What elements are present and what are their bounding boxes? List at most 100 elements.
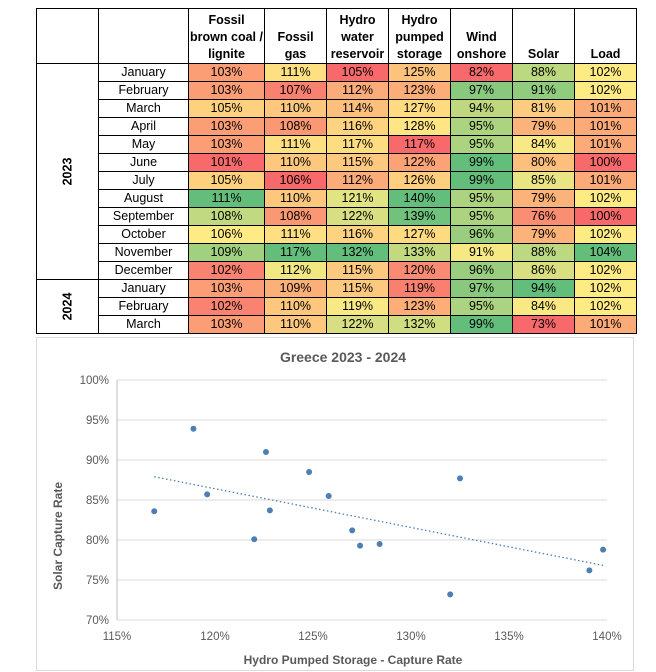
table-row: April 103% 108% 116% 128% 95% 79% 101% bbox=[37, 117, 637, 136]
month-cell: September bbox=[98, 207, 189, 226]
chart-title: Greece 2023 - 2024 bbox=[280, 349, 406, 365]
value-cell: 112% bbox=[326, 81, 389, 100]
value-cell: 102% bbox=[188, 261, 265, 280]
value-cell: 95% bbox=[450, 135, 513, 154]
value-cell: 110% bbox=[264, 315, 327, 334]
value-cell: 115% bbox=[326, 153, 389, 172]
data-point bbox=[457, 475, 463, 482]
value-cell: 79% bbox=[512, 225, 575, 244]
value-cell: 108% bbox=[264, 207, 327, 226]
value-cell: 126% bbox=[388, 171, 451, 190]
scatter-chart: Greece 2023 - 2024 Hydro Pumped Storage … bbox=[36, 337, 634, 671]
value-cell: 103% bbox=[188, 117, 265, 136]
table-row: September 108% 108% 122% 139% 95% 76% 100% bbox=[37, 207, 637, 226]
value-cell: 110% bbox=[264, 153, 327, 172]
value-cell: 103% bbox=[188, 315, 265, 334]
x-tick-label: 135% bbox=[494, 631, 523, 643]
header-cell bbox=[36, 8, 99, 64]
value-cell: 117% bbox=[388, 135, 451, 154]
data-point bbox=[266, 507, 273, 514]
value-cell: 102% bbox=[188, 297, 265, 316]
value-cell: 127% bbox=[388, 99, 451, 118]
value-cell: 132% bbox=[326, 243, 389, 262]
month-cell: August bbox=[98, 189, 189, 208]
value-cell: 122% bbox=[326, 315, 389, 334]
table-body: 2023 January 103% 111% 105% 125% 82% 88% 102% Feb… bbox=[36, 63, 637, 334]
value-cell: 107% bbox=[264, 81, 327, 100]
value-cell: 133% bbox=[388, 243, 451, 262]
value-cell: 88% bbox=[512, 243, 575, 262]
value-cell: 99% bbox=[450, 171, 513, 190]
data-point bbox=[586, 567, 593, 574]
trendline bbox=[154, 476, 604, 567]
value-cell: 117% bbox=[326, 135, 389, 154]
data-point bbox=[204, 491, 211, 498]
value-cell: 82% bbox=[450, 63, 513, 82]
value-cell: 102% bbox=[574, 81, 637, 100]
value-cell: 139% bbox=[388, 207, 451, 226]
header-cell: Fossil gas bbox=[264, 8, 327, 64]
month-cell: June bbox=[98, 153, 189, 172]
value-cell: 116% bbox=[326, 117, 389, 136]
y-axis-label: Solar Capture Rate bbox=[51, 482, 65, 590]
value-cell: 125% bbox=[388, 63, 451, 82]
value-cell: 91% bbox=[512, 81, 575, 100]
value-cell: 101% bbox=[574, 99, 637, 118]
value-cell: 84% bbox=[512, 297, 575, 316]
value-cell: 101% bbox=[574, 117, 637, 136]
value-cell: 108% bbox=[188, 207, 265, 226]
value-cell: 104% bbox=[574, 243, 637, 262]
value-cell: 132% bbox=[388, 315, 451, 334]
table-row: February 102% 110% 119% 123% 95% 84% 102% bbox=[37, 297, 637, 316]
value-cell: 96% bbox=[450, 225, 513, 244]
data-point bbox=[376, 541, 383, 547]
chart-svg: Greece 2023 - 2024 Hydro Pumped Storage … bbox=[51, 349, 622, 667]
year-cell: 2024 bbox=[36, 279, 99, 334]
year-cell: 2023 bbox=[36, 63, 99, 280]
header-cell: Hydro pumped storage bbox=[388, 8, 451, 64]
value-cell: 111% bbox=[264, 225, 327, 244]
table-row: 2023 January 103% 111% 105% 125% 82% 88% 102% bbox=[36, 63, 637, 280]
value-cell: 85% bbox=[512, 171, 575, 190]
value-cell: 119% bbox=[326, 297, 389, 316]
value-cell: 103% bbox=[188, 279, 265, 298]
table-row: 2024 January 103% 109% 115% 119% 97% 94% 102% bbox=[36, 279, 637, 334]
value-cell: 116% bbox=[326, 225, 389, 244]
value-cell: 94% bbox=[450, 99, 513, 118]
month-cell: October bbox=[98, 225, 189, 244]
header-cell: Fossil brown coal / lignite bbox=[188, 8, 265, 64]
value-cell: 97% bbox=[450, 81, 513, 100]
value-cell: 96% bbox=[450, 261, 513, 280]
x-tick-label: 125% bbox=[298, 631, 327, 643]
value-cell: 122% bbox=[326, 207, 389, 226]
month-cell: December bbox=[98, 261, 189, 280]
tick-labels: 70% 75% 80% 85% 90% 95% 100% 115% 120% 125% 130% 13… bbox=[80, 375, 622, 643]
table-row: February 103% 107% 112% 123% 97% 91% 102% bbox=[37, 81, 637, 100]
value-cell: 110% bbox=[264, 189, 327, 208]
value-cell: 112% bbox=[264, 261, 327, 280]
header-cell: Solar bbox=[512, 8, 575, 64]
value-cell: 110% bbox=[264, 297, 327, 316]
year-label: 2024 bbox=[60, 292, 74, 321]
y-tick-label: 90% bbox=[86, 455, 109, 467]
capture-rate-table: Fossil brown coal / lignite Fossil gas Hyd… bbox=[36, 8, 637, 334]
value-cell: 111% bbox=[188, 189, 265, 208]
value-cell: 101% bbox=[574, 315, 637, 334]
value-cell: 123% bbox=[388, 81, 451, 100]
value-cell: 95% bbox=[450, 297, 513, 316]
table-row: December 102% 112% 115% 120% 96% 86% 102% bbox=[37, 261, 637, 280]
header-cell: Wind onshore bbox=[450, 8, 513, 64]
value-cell: 95% bbox=[450, 117, 513, 136]
value-cell: 101% bbox=[574, 171, 637, 190]
table-row: November 109% 117% 132% 133% 91% 88% 104% bbox=[37, 243, 637, 262]
value-cell: 88% bbox=[512, 63, 575, 82]
y-tick-label: 100% bbox=[80, 375, 109, 387]
y-tick-label: 70% bbox=[86, 615, 109, 627]
x-tick-label: 115% bbox=[103, 631, 132, 643]
month-cell: February bbox=[98, 81, 189, 100]
value-cell: 86% bbox=[512, 261, 575, 280]
value-cell: 122% bbox=[388, 153, 451, 172]
value-cell: 94% bbox=[512, 279, 575, 298]
x-tick-label: 120% bbox=[200, 631, 229, 643]
data-point bbox=[600, 546, 607, 553]
